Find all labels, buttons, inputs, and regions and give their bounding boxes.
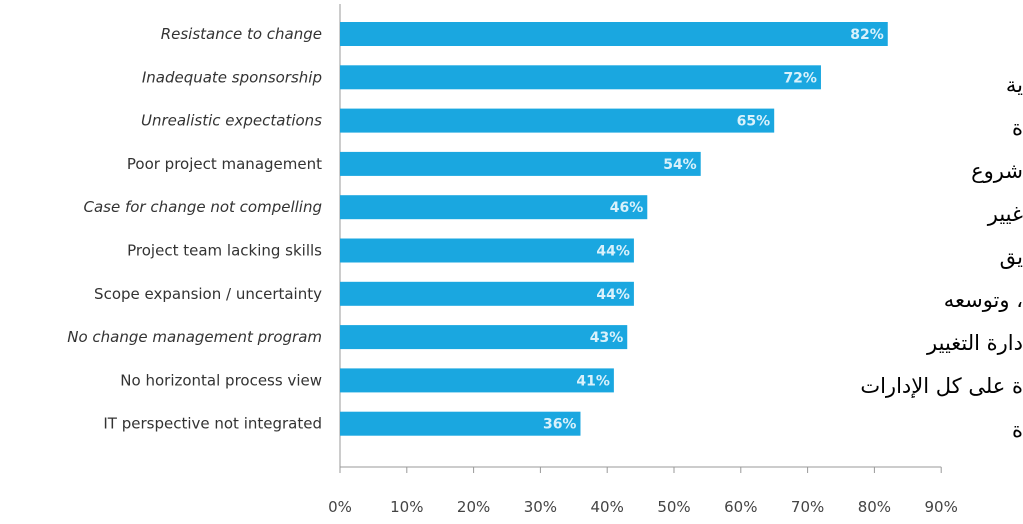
data-label: 43% <box>590 330 624 346</box>
data-label: 72% <box>783 70 817 86</box>
bar <box>340 281 634 306</box>
data-label: 41% <box>576 373 610 389</box>
overlay-text-line: ة على كل الإدارات <box>860 374 1023 398</box>
data-label: 44% <box>596 287 630 303</box>
bar <box>340 368 614 393</box>
x-tick-label: 50% <box>657 498 690 516</box>
x-tick-label: 40% <box>591 498 624 516</box>
category-label: IT perspective not integrated <box>103 415 322 433</box>
category-label: Project team lacking skills <box>127 242 322 260</box>
category-label: Case for change not compelling <box>84 198 323 216</box>
data-label: 46% <box>610 200 644 216</box>
bar <box>340 195 648 220</box>
overlay-text-line: ية <box>1005 73 1023 97</box>
bar <box>340 22 888 46</box>
data-label: 44% <box>596 244 630 260</box>
overlay-text-line: دارة التغيير <box>927 331 1023 355</box>
bar <box>340 238 634 263</box>
category-label: Resistance to change <box>161 25 322 43</box>
x-tick-label: 0% <box>328 498 352 516</box>
bar <box>340 151 701 176</box>
overlay-text-line: يق <box>999 245 1023 269</box>
bar <box>340 411 581 436</box>
overlay-text-line: ، وتوسعه <box>943 288 1023 312</box>
overlay-text-line: ة <box>1011 116 1023 140</box>
bar <box>340 65 821 90</box>
x-tick-label: 10% <box>390 498 423 516</box>
bar <box>340 325 628 350</box>
overlay-text-line: ة <box>1011 418 1023 442</box>
category-label: Poor project management <box>127 155 322 173</box>
category-label: Inadequate sponsorship <box>142 68 322 86</box>
data-label: 82% <box>850 27 884 43</box>
x-tick-label: 70% <box>791 498 824 516</box>
category-label: No horizontal process view <box>120 371 322 389</box>
x-tick-label: 90% <box>925 498 958 516</box>
category-label: Unrealistic expectations <box>141 112 322 130</box>
category-label: No change management program <box>67 328 322 346</box>
overlay-text-line: شروع <box>971 159 1023 183</box>
data-label: 65% <box>737 114 771 130</box>
x-tick-label: 80% <box>858 498 891 516</box>
x-tick-label: 60% <box>724 498 757 516</box>
bar <box>340 108 775 133</box>
x-tick-label: 30% <box>524 498 557 516</box>
overlay-text-line: غيير <box>987 202 1023 226</box>
data-label: 54% <box>663 157 697 173</box>
category-label: Scope expansion / uncertainty <box>94 285 322 303</box>
data-label: 36% <box>543 417 577 433</box>
x-tick-label: 20% <box>457 498 490 516</box>
